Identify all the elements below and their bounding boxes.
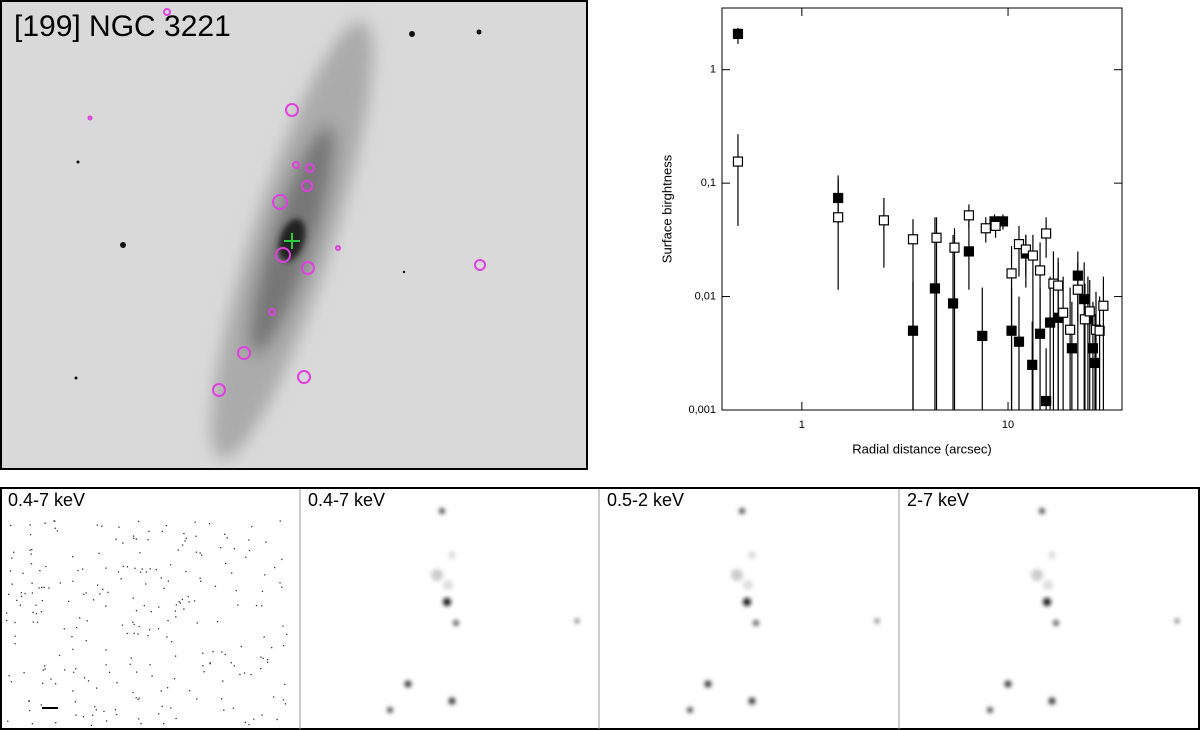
point (990, 220, 1001, 231)
point (1084, 306, 1095, 317)
point (949, 242, 960, 253)
point (1087, 343, 1099, 354)
point (1027, 359, 1038, 370)
point (732, 28, 744, 39)
point (1089, 357, 1101, 369)
point (977, 330, 988, 342)
point (929, 283, 941, 294)
point (878, 215, 889, 226)
x-tick-label: 10 (1002, 419, 1014, 431)
point (1027, 250, 1039, 261)
panel-label: 0.4-7 keV (308, 490, 385, 510)
point (963, 246, 975, 257)
point (1065, 324, 1076, 335)
panel-label: 0.5-2 keV (607, 490, 684, 510)
point (833, 212, 844, 223)
point (1013, 239, 1025, 250)
y-tick-label: 0,001 (688, 404, 716, 416)
point (1034, 265, 1046, 276)
point (1053, 280, 1064, 291)
y-tick-label: 0,01 (695, 290, 716, 302)
xray-panels (0, 487, 1200, 730)
optical-image (0, 0, 588, 470)
image-title: [199] NGC 3221 (14, 10, 231, 43)
y-axis-label: Surface birghtness (659, 154, 674, 263)
point (1041, 228, 1052, 239)
point (1072, 284, 1083, 295)
point (732, 156, 744, 167)
x-tick-label: 1 (799, 419, 805, 431)
point (1098, 300, 1109, 311)
point (1094, 325, 1105, 336)
x-axis-label: Radial distance (arcsec) (852, 441, 991, 456)
point (1006, 268, 1017, 279)
point (947, 298, 959, 309)
panel-label: 0.4-7 keV (8, 490, 85, 510)
point (1020, 244, 1031, 255)
y-tick-label: 0,1 (701, 177, 716, 189)
panel-label: 2-7 keV (907, 490, 969, 510)
point (1066, 343, 1077, 354)
point (1058, 307, 1069, 318)
point (1013, 336, 1025, 347)
point (907, 234, 919, 245)
point (931, 232, 942, 243)
point (963, 210, 975, 221)
point (1079, 293, 1090, 305)
y-tick-label: 1 (710, 64, 716, 76)
point (980, 223, 991, 234)
plot-frame (721, 7, 1123, 411)
point (1041, 395, 1052, 407)
